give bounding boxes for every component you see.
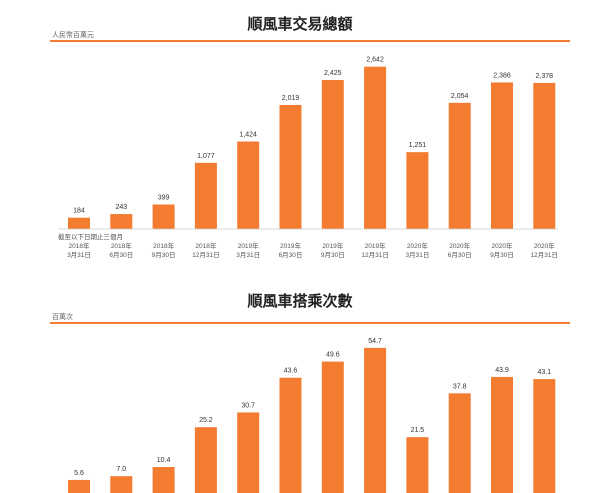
gtv-data-label: 1,251 (409, 142, 427, 149)
gtv-x-tick-labels: 2018年3月31日2018年6月30日2018年9月30日2018年12月31… (67, 241, 558, 259)
gtv-tick-year: 2019年 (365, 241, 386, 250)
gtv-tick-year: 2018年 (195, 241, 216, 250)
gtv-tick-date: 6月30日 (109, 251, 133, 259)
gtv-data-label: 1,424 (239, 132, 257, 139)
gtv-bar (152, 204, 175, 229)
gtv-bar (406, 152, 429, 229)
gtv-chart-title: 順風車交易總額 (246, 15, 352, 33)
gtv-tick-year: 2020年 (492, 241, 513, 250)
gtv-bar (448, 102, 471, 229)
gtv-tick-date: 9月30日 (321, 251, 345, 259)
gtv-bar (491, 82, 513, 229)
rides-unit-label: 百萬次 (52, 312, 73, 321)
rides-header-rule (50, 322, 570, 324)
gtv-tick-date: 12月31日 (531, 251, 558, 259)
gtv-tick-year: 2020年 (449, 241, 470, 250)
rides-data-label: 54.7 (368, 338, 382, 345)
gtv-data-label: 184 (73, 208, 85, 215)
gtv-bar (364, 66, 387, 229)
gtv-bar (237, 141, 260, 229)
rides-data-label: 43.1 (537, 369, 551, 376)
rides-data-label: 21.5 (411, 427, 425, 434)
gtv-tick-date: 6月30日 (448, 251, 472, 259)
rides-bar (533, 379, 556, 493)
rides-data-label: 7.0 (116, 466, 126, 473)
rides-bar (110, 476, 133, 493)
gtv-bar (68, 217, 90, 229)
gtv-tick-date: 6月30日 (279, 251, 303, 259)
rides-bar (491, 376, 513, 493)
gtv-data-label: 243 (115, 204, 127, 211)
rides-data-label: 10.4 (157, 457, 171, 464)
gtv-tick-year: 2019年 (238, 241, 259, 250)
gtv-bar (194, 162, 217, 229)
gtv-data-label: 2,019 (282, 95, 300, 102)
rides-bar (237, 412, 260, 493)
gtv-bar (279, 104, 302, 229)
gtv-bars: 184 243 399 1,077 1,424 2,019 2,425 2,642 1,251 2… (68, 57, 556, 230)
gtv-tick-year: 2019年 (280, 241, 301, 250)
gtv-tick-year: 2018年 (153, 241, 174, 250)
rides-bar (406, 437, 429, 493)
gtv-tick-year: 2018年 (69, 241, 90, 250)
gtv-bar (321, 80, 344, 230)
gtv-data-label: 399 (158, 194, 170, 201)
rides-data-label: 5.6 (74, 470, 84, 477)
rides-data-label: 30.7 (241, 402, 255, 409)
gtv-tick-date: 9月30日 (152, 251, 176, 259)
gtv-unit-label: 人民幣百萬元 (52, 30, 94, 39)
rides-data-label: 25.2 (199, 417, 213, 424)
gtv-tick-date: 3月31日 (67, 251, 91, 259)
rides-data-label: 37.8 (453, 383, 467, 390)
rides-bar (279, 377, 302, 493)
gtv-period-note: 截至以下日期止三個月 (58, 232, 123, 241)
gtv-chart: 順風車交易總額 人民幣百萬元 184 243 399 1,077 1,424 2,019 2… (50, 15, 570, 259)
gtv-tick-date: 9月30日 (490, 251, 514, 259)
gtv-header-rule (50, 40, 570, 42)
gtv-data-label: 2,386 (493, 72, 511, 79)
gtv-tick-date: 3月31日 (236, 251, 260, 259)
gtv-data-label: 2,642 (366, 57, 384, 64)
rides-bar (448, 393, 471, 493)
rides-data-label: 43.9 (495, 367, 509, 374)
gtv-tick-year: 2018年 (111, 241, 132, 250)
rides-bar (152, 467, 175, 493)
rides-data-label: 49.6 (326, 352, 340, 359)
gtv-tick-year: 2020年 (407, 241, 428, 250)
gtv-data-label: 2,054 (451, 93, 469, 100)
rides-bars: 5.6 7.0 10.4 25.2 30.7 43.6 49.6 54.7 21.5 37.8 43… (68, 338, 556, 493)
rides-chart-title: 順風車搭乘次數 (246, 292, 352, 310)
gtv-tick-year: 2020年 (534, 241, 555, 250)
gtv-bar (110, 214, 133, 229)
rides-bar (321, 361, 344, 493)
rides-data-label: 43.6 (284, 368, 298, 375)
gtv-data-label: 2,378 (536, 73, 554, 80)
rides-chart: 順風車搭乘次數 百萬次 5.6 7.0 10.4 25.2 30.7 43.6 49.6 54… (50, 292, 570, 493)
gtv-data-label: 2,425 (324, 70, 342, 77)
gtv-tick-date: 3月31日 (405, 251, 429, 259)
gtv-tick-date: 12月31日 (361, 251, 388, 259)
rides-bar (364, 347, 387, 493)
gtv-bar (533, 82, 556, 230)
rides-bar (68, 479, 90, 493)
rides-bar (194, 427, 217, 493)
gtv-tick-date: 12月31日 (192, 251, 219, 259)
gtv-tick-year: 2019年 (322, 241, 343, 250)
gtv-data-label: 1,077 (197, 153, 215, 160)
